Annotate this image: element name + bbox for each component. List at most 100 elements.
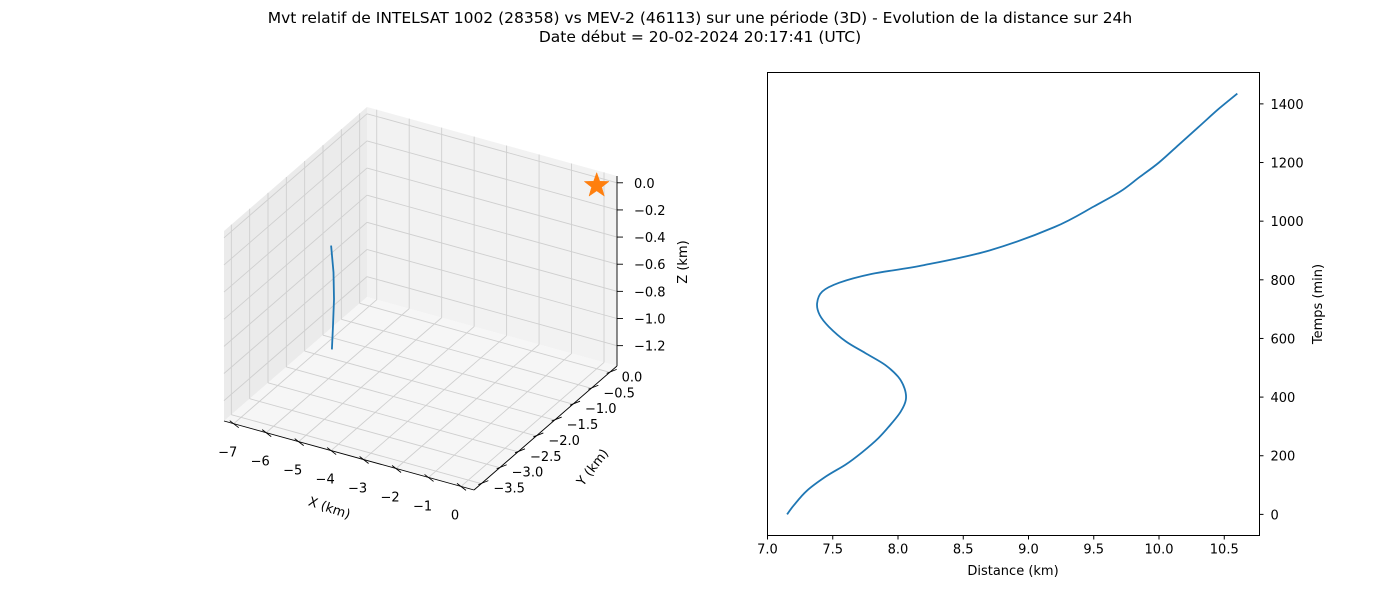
grid-line-y-floor — [322, 334, 574, 405]
z-tick-label: −1.2 — [634, 340, 666, 355]
grid-line-z-left — [223, 194, 368, 320]
x-tick-mark — [326, 447, 337, 455]
pane-group — [224, 107, 617, 490]
y-tick-label: 1400 — [1271, 98, 1304, 113]
x-tick-label: 10.5 — [1210, 543, 1239, 558]
z-tick-label: −1.0 — [634, 313, 666, 328]
y-tick-mark — [514, 448, 526, 454]
y-tick-label: −1.0 — [585, 402, 617, 417]
grid-line-x-floor — [460, 362, 605, 487]
figure-title-line1: Mvt relatif de INTELSAT 1002 (28358) vs … — [267, 9, 1133, 27]
grid-line-x-floor — [298, 317, 442, 442]
grid-group — [223, 109, 618, 487]
y-tick-mark — [569, 400, 581, 406]
z-tick-label: −0.8 — [634, 285, 666, 300]
z-tick-label: 0.0 — [634, 177, 655, 192]
y-tick-mark — [478, 480, 489, 486]
x-tick-mark — [229, 420, 240, 429]
y-tick-mark — [606, 368, 617, 374]
y-tick-label: −3.0 — [512, 466, 544, 481]
grid-line-x-floor — [233, 299, 378, 425]
grid-line-y-floor — [231, 414, 482, 485]
y-tick-label: 0.0 — [622, 370, 643, 385]
grid-line-y-floor — [341, 318, 592, 389]
y-tick-mark — [588, 384, 599, 390]
tick-group: −7−6−5−4−3−2−100.0−0.5−1.0−1.5−2.0−2.5−3… — [218, 177, 665, 524]
y-tick-label: 0 — [1271, 508, 1279, 523]
grid-line-z-back — [366, 249, 618, 319]
y-tick-label: −1.5 — [567, 418, 599, 433]
grid-line-z-left — [223, 222, 368, 347]
y-tick-mark — [533, 432, 544, 438]
grid-line-z-left — [223, 249, 368, 374]
z-axis-label: Z (km) — [676, 240, 691, 283]
grid-line-z-back — [366, 113, 618, 184]
x-tick-label: −7 — [218, 446, 237, 461]
grid-line-x-floor — [428, 353, 572, 478]
distance-line — [786, 92, 1238, 515]
x-tick-mark — [294, 438, 304, 446]
grid-line-y-floor — [286, 366, 537, 437]
grid-line-z-left — [223, 276, 368, 401]
grid-line-y-floor — [304, 350, 555, 421]
grid-line-z-back — [366, 221, 618, 292]
grid-line-x-floor — [363, 335, 507, 460]
y-axis-label: Temps (min) — [1311, 264, 1326, 345]
grid-line-z-back — [366, 167, 618, 238]
figure-title: Mvt relatif de INTELSAT 1002 (28358) vs … — [0, 9, 1400, 47]
x-tick-label: −6 — [251, 455, 270, 470]
grid-line-y-floor — [249, 398, 500, 469]
x-tick-label: −3 — [348, 482, 367, 497]
x-tick-mark — [456, 483, 467, 491]
y-tick-label: −2.5 — [530, 450, 562, 465]
grid-line-z-back — [366, 194, 618, 265]
y-tick-label: 1200 — [1271, 157, 1304, 172]
grid-line-z-left — [223, 113, 368, 239]
grid-line-z-left — [223, 140, 368, 266]
figure-title-line2: Date début = 20-02-2024 20:17:41 (UTC) — [538, 28, 862, 46]
x-axis-label: Distance (km) — [967, 564, 1058, 579]
grid-line-x-floor — [330, 326, 475, 451]
grid-line-x-floor — [395, 344, 540, 469]
floor-pane — [224, 297, 617, 490]
grid-line-x-floor — [265, 308, 410, 433]
y-tick-label: −2.0 — [548, 434, 580, 449]
trajectory-line — [330, 245, 335, 350]
z-tick-label: −0.6 — [634, 258, 666, 273]
x-tick-label: 0 — [451, 508, 459, 523]
y-axis-line — [473, 365, 618, 491]
y-tick-label: 400 — [1271, 391, 1296, 406]
x-tick-label: −1 — [413, 499, 432, 514]
x-tick-label: −2 — [380, 490, 399, 505]
x-tick-mark — [391, 465, 402, 473]
z-tick-label: −0.2 — [634, 204, 666, 219]
z-tick-label: −0.4 — [634, 231, 666, 246]
x-tick-label: 7.5 — [822, 543, 843, 558]
x-tick-label: 7.0 — [757, 543, 778, 558]
x-tick-mark — [261, 429, 272, 438]
data-group — [330, 171, 610, 350]
x-tick-label: 8.0 — [888, 543, 909, 558]
y-tick-label: 1000 — [1271, 215, 1304, 230]
x-tick-label: 8.5 — [953, 543, 974, 558]
x-tick-mark — [359, 456, 369, 464]
y-tick-label: 600 — [1271, 332, 1296, 347]
x-tick-label: 10.0 — [1145, 543, 1174, 558]
x-tick-label: 9.0 — [1018, 543, 1039, 558]
y-tick-mark — [496, 464, 507, 470]
grid-line-z-left — [223, 167, 368, 293]
grid-line-z-back — [366, 276, 618, 347]
grid-line-z-back — [366, 140, 618, 211]
star-marker — [583, 171, 610, 197]
y-tick-mark — [551, 416, 562, 422]
y-tick-label: −3.5 — [493, 482, 525, 497]
plot-frame — [767, 72, 1260, 536]
data-group — [786, 92, 1238, 515]
grid-line-y-floor — [267, 382, 519, 453]
x-tick-label: −5 — [283, 464, 302, 479]
y-tick-label: 800 — [1271, 274, 1296, 289]
tick-group: 7.0 7.5 8.0 8.5 9.0 9.5 10.0 10.5 0 200 400 600 800 1… — [757, 98, 1303, 558]
